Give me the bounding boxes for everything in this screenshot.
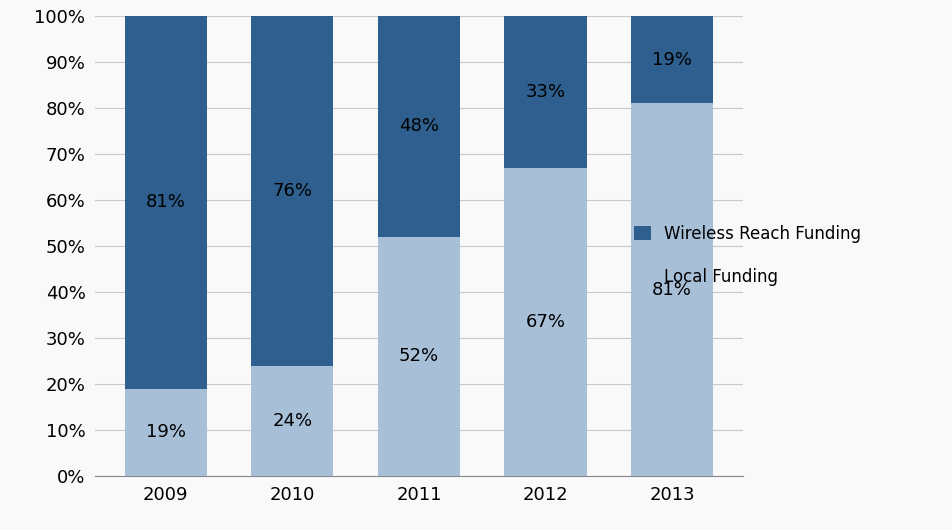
Text: 67%: 67%: [526, 313, 565, 331]
Bar: [251, 16, 333, 366]
Bar: [505, 16, 586, 168]
Bar: [378, 237, 460, 476]
Bar: [251, 366, 333, 476]
Bar: [631, 16, 713, 103]
Text: 48%: 48%: [399, 117, 439, 135]
Text: 76%: 76%: [272, 182, 312, 200]
Text: 33%: 33%: [526, 83, 565, 101]
Bar: [125, 16, 207, 389]
Text: 81%: 81%: [652, 281, 692, 299]
Bar: [505, 168, 586, 476]
Text: 19%: 19%: [146, 423, 186, 441]
Text: 19%: 19%: [652, 51, 692, 69]
Bar: [631, 103, 713, 476]
Text: 81%: 81%: [146, 193, 186, 211]
Legend: Wireless Reach Funding, Local Funding: Wireless Reach Funding, Local Funding: [634, 225, 862, 286]
Text: 24%: 24%: [272, 412, 312, 430]
Bar: [378, 16, 460, 237]
Text: 52%: 52%: [399, 348, 439, 366]
Bar: [125, 389, 207, 476]
